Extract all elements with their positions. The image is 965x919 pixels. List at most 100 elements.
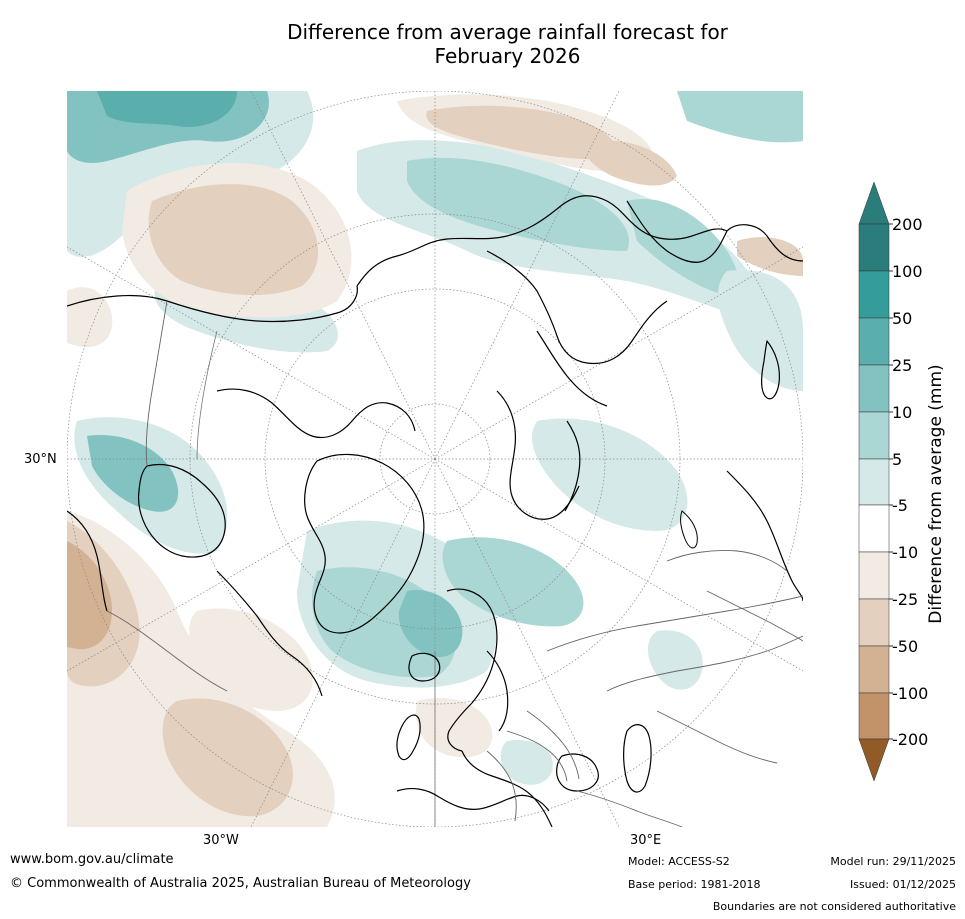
wet-region-top-right xyxy=(677,91,803,143)
border-europe-1 xyxy=(506,730,568,782)
coast-taymyr xyxy=(536,330,608,407)
border-mongolia xyxy=(666,550,788,572)
colorbar-label-10: 10 xyxy=(892,403,912,422)
meridian-120e xyxy=(434,246,803,460)
coast-novaya-zemlya xyxy=(564,420,581,512)
title-line-2: February 2026 xyxy=(434,44,581,68)
border-central-asia xyxy=(656,710,778,764)
coast-hudson-bay xyxy=(137,463,226,558)
border-middle-east xyxy=(576,790,683,827)
rainfall-anomaly-map xyxy=(67,91,803,827)
colorbar-swatch-5 xyxy=(858,458,890,506)
colorbar-label-200: 200 xyxy=(892,215,923,234)
footer-url: www.bom.gov.au/climate xyxy=(10,852,174,867)
wet-region-scandinavia xyxy=(442,537,584,627)
coast-siberia-inner xyxy=(486,250,668,365)
coast-russia-arctic xyxy=(496,390,580,520)
footer-disclaimer: Boundaries are not considered authoritat… xyxy=(712,900,956,913)
colorbar-over-triangle xyxy=(858,181,890,225)
colorbar-label-m5: -5 xyxy=(892,496,908,515)
dry-region-east-asia-top xyxy=(584,140,677,186)
dry-region-arctic-ocean-core xyxy=(426,105,616,160)
border-alaska-canada xyxy=(145,300,168,467)
coast-greenland xyxy=(304,453,425,634)
colorbar-label-5: 5 xyxy=(892,450,902,469)
colorbar-title-wrap: Difference from average (mm) xyxy=(926,364,946,623)
solid-meridians xyxy=(196,330,436,827)
dry-region-atlantic-south xyxy=(162,698,293,817)
longitude-label-30e: 30°E xyxy=(630,833,662,848)
dry-region-bering-core xyxy=(148,184,319,296)
colorbar-swatches xyxy=(858,181,890,782)
dry-anomaly-regions xyxy=(67,94,803,827)
meridian-120w xyxy=(67,246,436,460)
colorbar-swatch-neutral xyxy=(858,504,890,553)
colorbar-label-50: 50 xyxy=(892,309,912,328)
meridian-60w xyxy=(67,458,436,672)
coast-labrador xyxy=(216,570,323,697)
circle-segment-west xyxy=(196,330,218,460)
colorbar-label-m25: -25 xyxy=(892,590,918,609)
colorbar-under-triangle xyxy=(858,738,890,782)
latitude-circle-60n xyxy=(264,288,606,630)
latitude-label-30n: 30°N xyxy=(24,452,57,467)
colorbar-label-m10: -10 xyxy=(892,543,918,562)
colorbar-swatch-m5 xyxy=(858,551,890,600)
colorbar-title: Difference from average (mm) xyxy=(926,364,946,624)
footer-model: Model: ACCESS-S2 xyxy=(628,855,730,868)
border-russia-kazakhstan xyxy=(606,635,803,692)
colorbar-label-100: 100 xyxy=(892,262,923,281)
dry-region-east-siberia-coast xyxy=(737,237,803,276)
wet-region-mediterranean-east xyxy=(500,740,553,785)
colorbar-swatch-50 xyxy=(858,317,890,366)
footer-base-period: Base period: 1981-2018 xyxy=(628,878,761,891)
colorbar-label-m200: -200 xyxy=(892,730,928,749)
coast-siberia-north xyxy=(356,195,728,287)
border-china xyxy=(706,590,803,642)
colorbar-swatch-200 xyxy=(858,223,890,272)
lake-baikal xyxy=(680,510,698,549)
colorbar-swatch-10 xyxy=(858,411,890,460)
coast-canada-arctic-archipelago xyxy=(216,388,416,439)
wet-region-central-asia xyxy=(647,630,703,690)
border-europe-3 xyxy=(526,710,580,780)
wet-region-north-pacific-max xyxy=(97,91,237,127)
chart-title: Difference from average rainfall forecas… xyxy=(230,20,785,68)
coast-baltic xyxy=(486,650,509,732)
coast-japan xyxy=(760,340,780,400)
dry-region-atlantic-mid xyxy=(189,608,313,711)
coast-caspian xyxy=(623,724,652,793)
coast-north-america-west xyxy=(67,510,108,612)
colorbar-label-m100: -100 xyxy=(892,684,928,703)
coast-scandinavia xyxy=(446,588,498,752)
title-line-1: Difference from average rainfall forecas… xyxy=(287,20,728,44)
dry-region-pacific-max xyxy=(67,541,112,650)
colorbar-swatch-25 xyxy=(858,364,890,413)
coast-alaska-north xyxy=(67,285,358,323)
wet-region-siberia-core xyxy=(407,157,629,251)
wet-region-russia-central xyxy=(532,418,688,531)
colorbar-labels: 200 100 50 25 10 5 -5 -10 -25 -50 -100 -… xyxy=(892,215,928,749)
coastlines xyxy=(67,195,803,827)
wet-region-kamchatka xyxy=(627,199,738,294)
border-russia-south xyxy=(546,595,803,652)
colorbar-swatch-m10 xyxy=(858,598,890,647)
coast-east-asia xyxy=(726,470,803,602)
longitude-label-30w: 30°W xyxy=(203,833,239,848)
wet-region-canada-west-core xyxy=(87,435,179,512)
footer-copyright: © Commonwealth of Australia 2025, Austra… xyxy=(10,876,471,891)
colorbar-label-m50: -50 xyxy=(892,637,918,656)
border-canada-us xyxy=(106,610,228,692)
footer-issued: Issued: 01/12/2025 xyxy=(849,878,956,891)
wet-region-norwegian-sea xyxy=(398,590,463,657)
colorbar-swatch-m25 xyxy=(858,645,890,694)
colorbar-swatch-100 xyxy=(858,270,890,319)
coast-uk xyxy=(396,714,421,761)
country-borders xyxy=(106,300,803,827)
colorbar-label-25: 25 xyxy=(892,356,912,375)
lakes xyxy=(680,510,698,549)
coast-europe xyxy=(461,750,553,827)
colorbar-ticks xyxy=(889,223,893,740)
colorbar-swatch-m50 xyxy=(858,692,890,740)
meridian-60e xyxy=(434,458,803,672)
